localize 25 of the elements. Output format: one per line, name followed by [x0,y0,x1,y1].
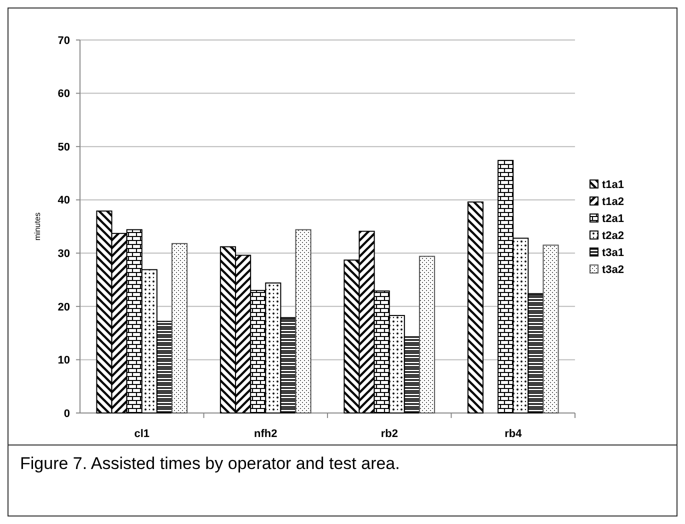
legend-label: t3a2 [602,264,624,276]
legend-label: t2a1 [602,212,624,225]
legend-label: t1a1 [602,178,624,191]
y-tick-label: 20 [58,301,70,314]
bar [295,229,312,414]
x-tick-label: rb2 [380,428,398,440]
x-tick-label: rb4 [504,428,523,440]
bar [418,256,436,414]
y-tick-label: 70 [58,34,70,47]
legend-label: t1a2 [602,196,624,208]
y-tick-label: 0 [64,408,70,420]
y-tick-label: 40 [58,194,70,207]
legend-label: t3a1 [602,246,624,259]
bar [171,243,188,414]
x-tick-label: cl1 [134,428,150,440]
caption: Figure 7. Assisted times by operator and test area. [20,453,401,475]
legend-label: t2a2 [602,230,624,242]
y-tick-label: 60 [58,88,70,100]
y-axis-title: minutes [33,212,42,241]
y-tick-label: 50 [58,141,70,154]
y-tick-label: 30 [58,248,70,260]
bar [542,244,559,414]
y-tick-label: 10 [58,354,70,367]
bar [467,201,484,414]
x-tick-label: nfh2 [254,428,278,440]
